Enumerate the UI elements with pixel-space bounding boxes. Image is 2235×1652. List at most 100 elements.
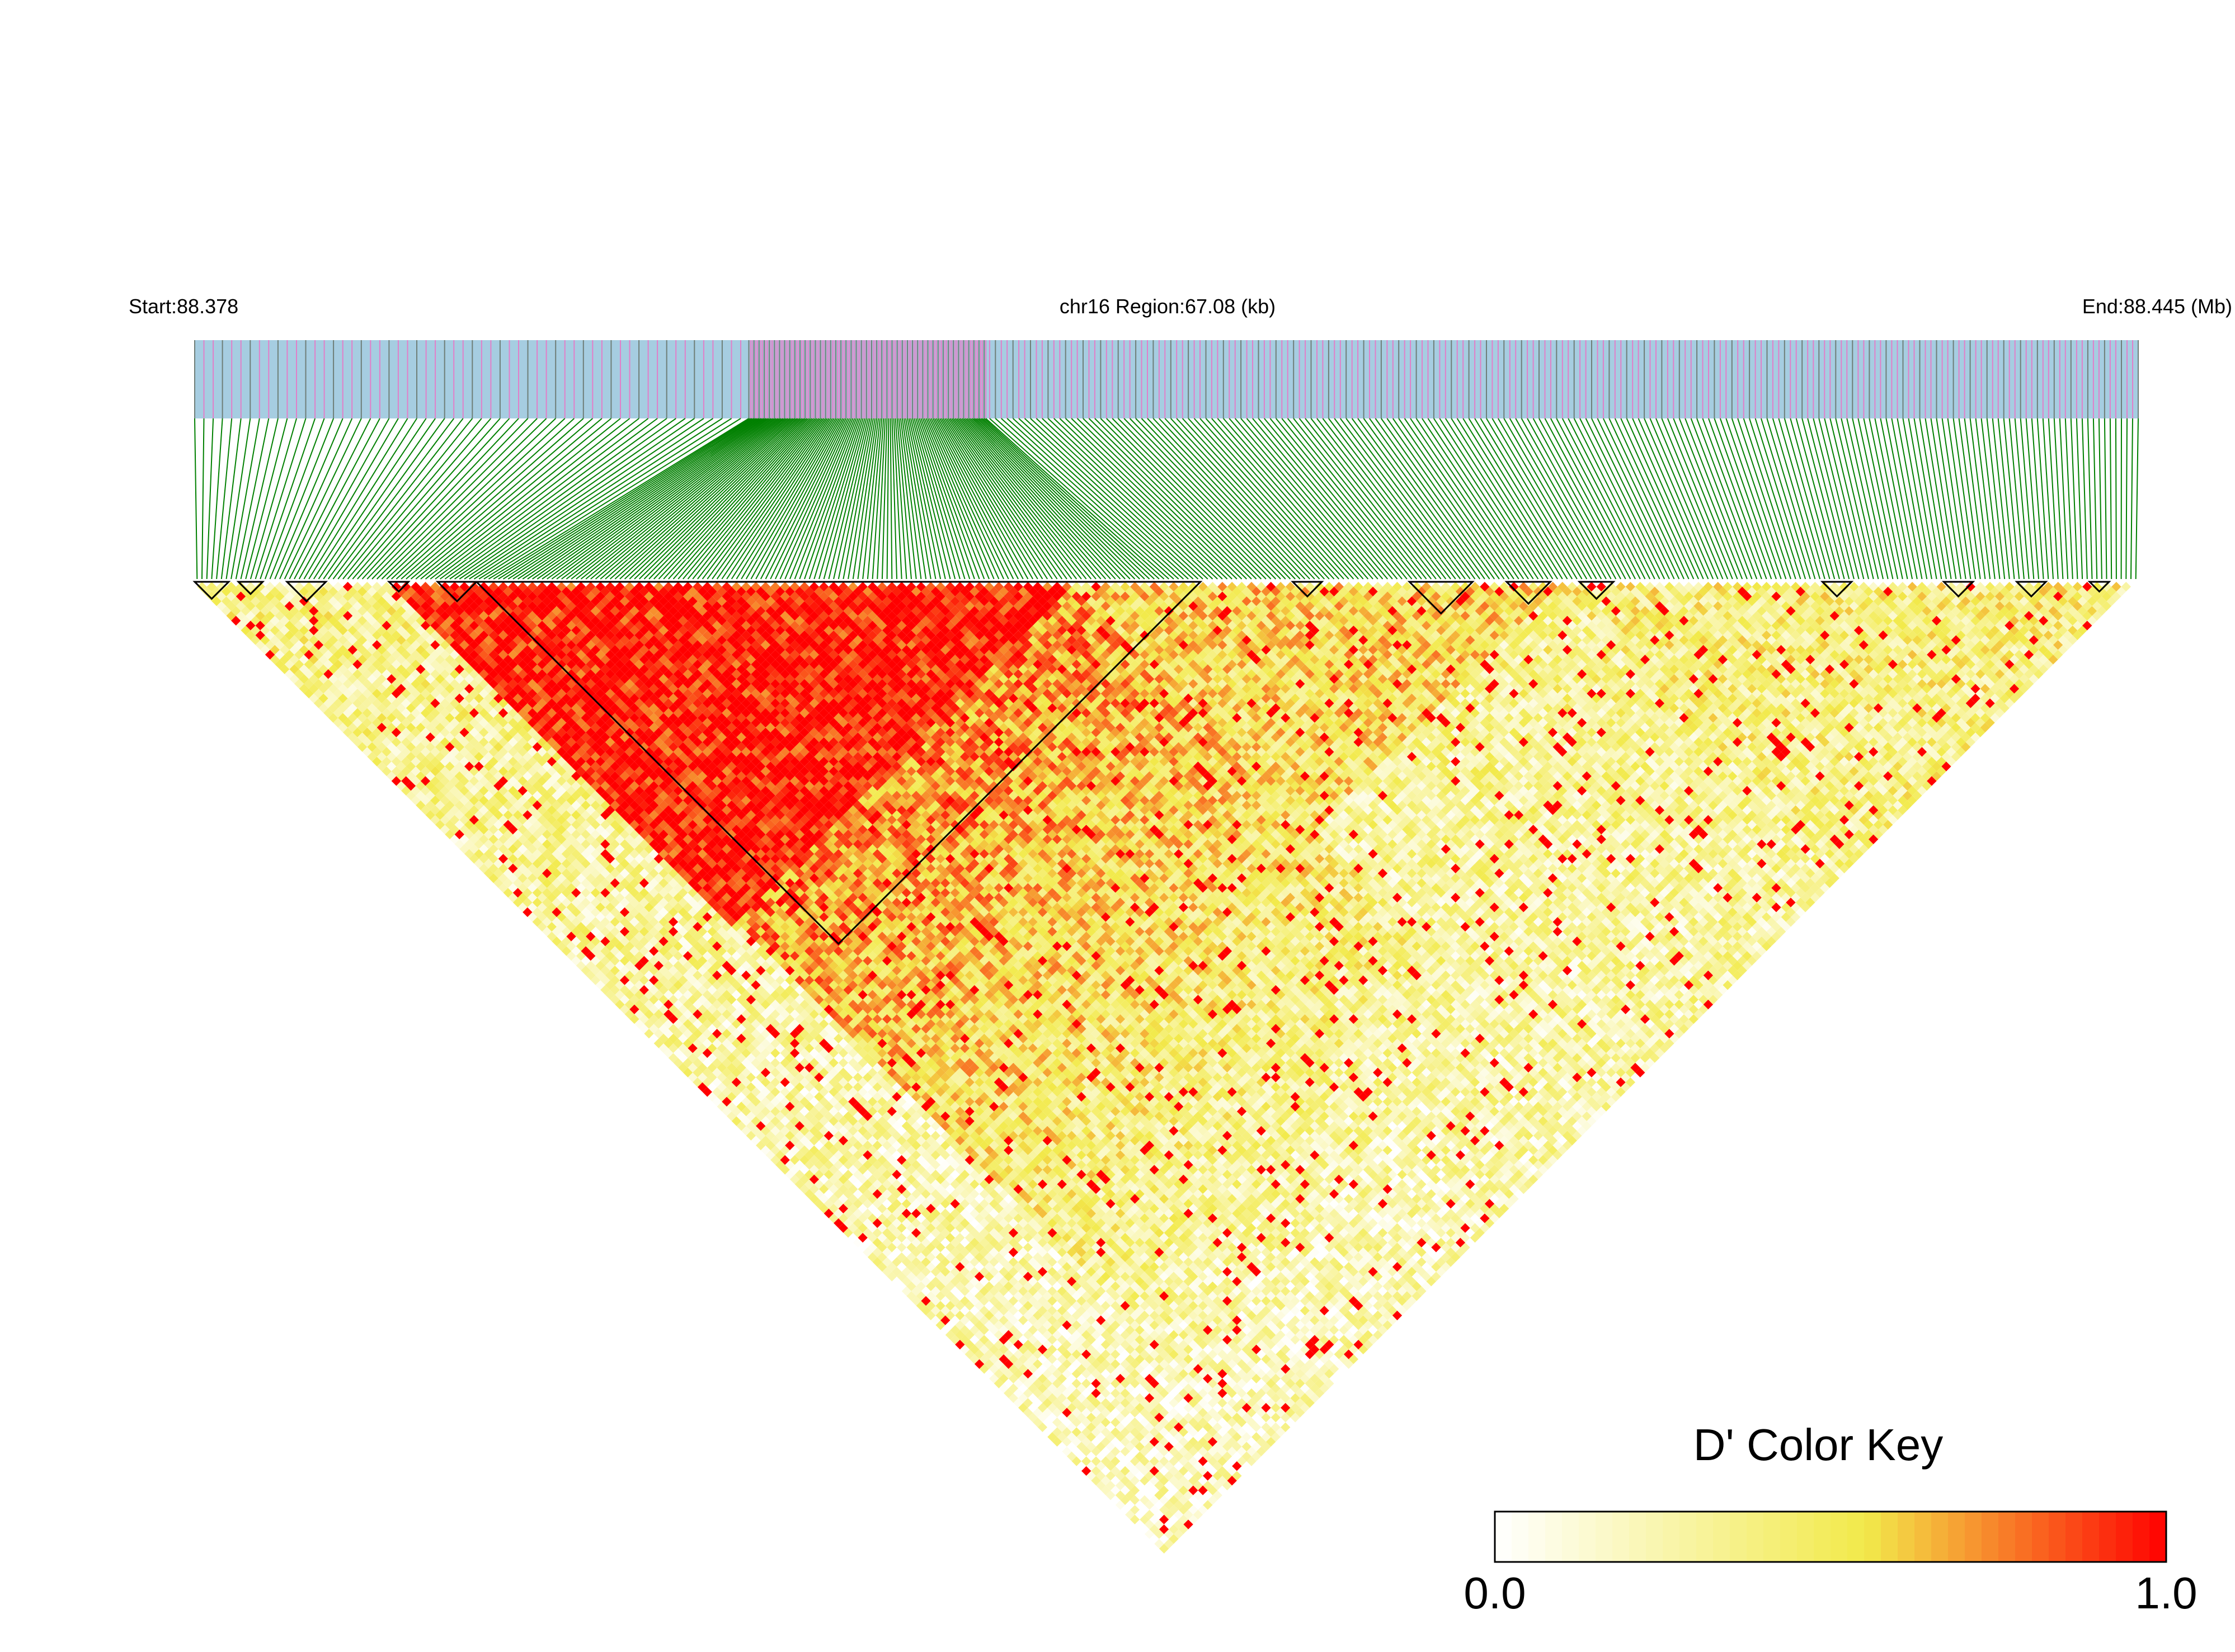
ld-cell bbox=[566, 902, 576, 912]
snp-connector bbox=[240, 418, 279, 580]
ld-cell bbox=[955, 1339, 965, 1350]
ld-cell bbox=[634, 970, 644, 981]
ld-cell bbox=[260, 625, 270, 636]
ld-cell bbox=[1125, 1509, 1135, 1520]
ld-cell bbox=[440, 785, 450, 796]
ld-cell bbox=[639, 985, 649, 995]
ld-cell bbox=[858, 1223, 868, 1233]
ld-cell bbox=[352, 689, 363, 699]
snp-connector bbox=[929, 418, 1005, 580]
snp-connector bbox=[1908, 418, 1937, 580]
ld-cell bbox=[1135, 1480, 1145, 1491]
ld-cell bbox=[970, 1306, 980, 1316]
ld-cell bbox=[658, 1043, 669, 1053]
snp-connector bbox=[2020, 418, 2035, 580]
ld-cell bbox=[834, 1169, 844, 1180]
ld-cell bbox=[649, 1024, 659, 1034]
ld-cell bbox=[552, 936, 562, 947]
ld-cell bbox=[702, 1048, 712, 1058]
snp-connector bbox=[1869, 418, 1903, 580]
ld-cell bbox=[863, 1247, 873, 1258]
ld-cell bbox=[789, 1145, 800, 1155]
ld-cell bbox=[775, 1111, 785, 1121]
ld-cell bbox=[391, 727, 402, 737]
ld-cell bbox=[275, 630, 285, 641]
ld-cell bbox=[707, 1072, 717, 1082]
ld-cell bbox=[1154, 1529, 1164, 1539]
snp-connector bbox=[1969, 418, 1991, 580]
ld-cell bbox=[945, 1310, 956, 1321]
ld-cell bbox=[610, 946, 620, 956]
ld-cell bbox=[843, 1208, 853, 1218]
ld-cell bbox=[382, 766, 392, 776]
ld-cell bbox=[867, 1232, 878, 1243]
ld-cell bbox=[959, 1344, 970, 1354]
snp-connector bbox=[1486, 418, 1583, 580]
snp-connector bbox=[1357, 418, 1476, 580]
ld-cell bbox=[901, 1277, 911, 1287]
ld-cell bbox=[493, 829, 504, 840]
snp-connector bbox=[1322, 418, 1447, 580]
ld-cell bbox=[829, 1213, 839, 1223]
ld-cell bbox=[872, 1237, 882, 1248]
ld-cell bbox=[770, 1136, 780, 1146]
snp-connector bbox=[1731, 418, 1787, 580]
ld-cell bbox=[382, 727, 392, 737]
ld-cell bbox=[382, 737, 392, 747]
ld-cell bbox=[634, 999, 644, 1010]
ld-cell bbox=[829, 1165, 839, 1175]
ld-cell bbox=[512, 859, 523, 869]
ld-cell bbox=[897, 1232, 907, 1243]
ld-cell bbox=[765, 1111, 775, 1121]
ld-cell bbox=[576, 922, 586, 932]
ld-cell bbox=[926, 1281, 936, 1291]
ld-cell bbox=[1033, 1388, 1043, 1399]
snp-connector bbox=[1708, 418, 1767, 580]
ld-cell bbox=[1100, 1446, 1111, 1457]
ld-cell bbox=[372, 718, 382, 728]
ld-cell bbox=[1100, 1466, 1111, 1476]
snp-connector bbox=[211, 418, 223, 580]
snp-connector bbox=[1986, 418, 2006, 580]
snp-connector bbox=[944, 418, 1048, 580]
ld-cell bbox=[838, 1174, 849, 1184]
snp-connector bbox=[903, 418, 931, 580]
ld-cell bbox=[785, 1140, 795, 1151]
snp-connector bbox=[1147, 418, 1301, 580]
snp-connector bbox=[898, 418, 917, 580]
ld-cell bbox=[678, 1053, 688, 1063]
ld-cell bbox=[814, 1150, 824, 1160]
ld-cell bbox=[921, 1267, 931, 1277]
snp-connector bbox=[995, 418, 1174, 580]
ld-cell bbox=[493, 868, 504, 878]
snp-connector bbox=[721, 418, 831, 580]
ld-cell bbox=[867, 1223, 878, 1233]
ld-cell bbox=[357, 703, 368, 713]
ld-cell bbox=[236, 582, 246, 592]
ld-cell bbox=[843, 1189, 853, 1199]
ld-cell bbox=[571, 946, 581, 956]
ld-cell bbox=[595, 980, 605, 990]
ld-cell bbox=[751, 1116, 761, 1126]
ld-cell bbox=[814, 1199, 824, 1209]
snp-connector bbox=[2036, 418, 2049, 580]
ld-cell bbox=[658, 1024, 669, 1034]
ld-cell bbox=[916, 1272, 926, 1282]
snp-connector bbox=[502, 418, 755, 580]
ld-cell bbox=[819, 1155, 829, 1165]
snp-connector bbox=[361, 418, 510, 580]
ld-cell bbox=[1111, 1476, 1121, 1486]
ld-cell bbox=[970, 1315, 980, 1325]
ld-cell bbox=[989, 1373, 999, 1383]
ld-cell bbox=[1052, 1437, 1062, 1447]
snp-connector bbox=[935, 418, 1024, 580]
ld-cell bbox=[697, 1082, 708, 1092]
snp-connector bbox=[1410, 418, 1519, 580]
snp-connector bbox=[571, 418, 779, 580]
ld-cell bbox=[289, 635, 299, 645]
snp-connector bbox=[1690, 418, 1753, 580]
ld-cell bbox=[1105, 1490, 1116, 1500]
ld-cell bbox=[435, 781, 445, 791]
snp-connector bbox=[2059, 418, 2069, 580]
ld-cell bbox=[911, 1286, 921, 1296]
